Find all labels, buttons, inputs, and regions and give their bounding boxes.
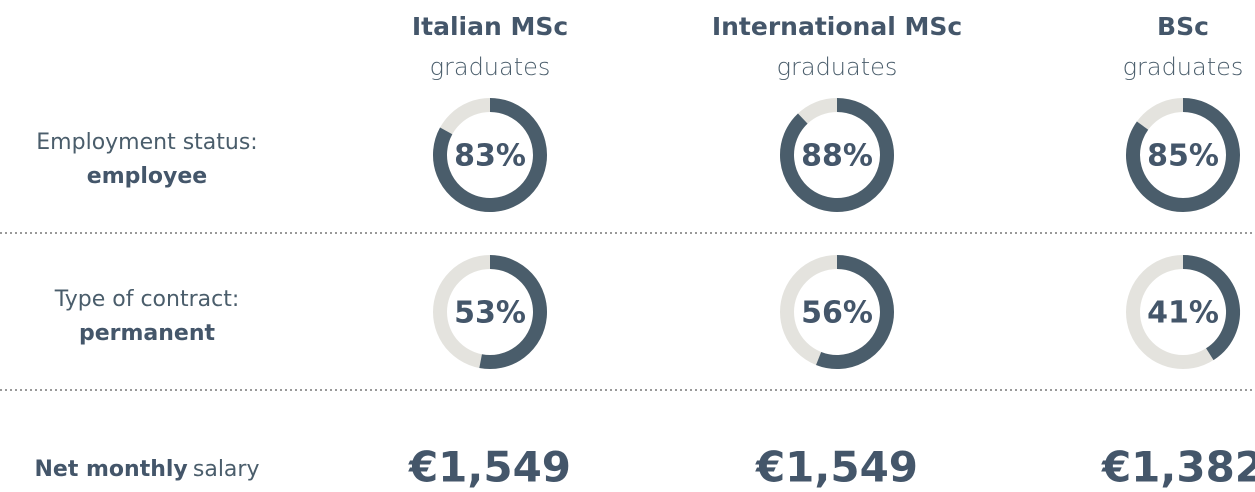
donut-label: 88% bbox=[801, 139, 873, 174]
salary-label-bold: Net monthly bbox=[35, 457, 188, 482]
donut-arc bbox=[479, 255, 547, 369]
row-label-bold: permanent bbox=[79, 321, 216, 346]
donut-label: 53% bbox=[454, 296, 526, 331]
donut-arc bbox=[433, 98, 547, 212]
column-subtitle: graduates bbox=[1123, 53, 1244, 81]
donut-arc bbox=[1182, 255, 1240, 361]
salary-label: Net monthly salary bbox=[35, 457, 260, 482]
donut-label: 85% bbox=[1147, 139, 1219, 174]
salary-value: €1,549 bbox=[408, 443, 571, 492]
donut-label: 83% bbox=[454, 139, 526, 174]
donut-label: 41% bbox=[1147, 296, 1219, 331]
row-label: Type of contract: bbox=[54, 287, 240, 312]
row-label-bold: employee bbox=[87, 164, 207, 189]
column-title: BSc bbox=[1157, 12, 1209, 41]
salary-value: €1,549 bbox=[755, 443, 918, 492]
donut-label: 56% bbox=[801, 296, 873, 331]
column-title: Italian MSc bbox=[412, 12, 568, 41]
salary-value: €1,382 bbox=[1101, 443, 1255, 492]
column-subtitle: graduates bbox=[777, 53, 898, 81]
donut-arc bbox=[780, 98, 894, 212]
donut-arc bbox=[1126, 98, 1240, 212]
column-subtitle: graduates bbox=[430, 53, 551, 81]
column-title: International MSc bbox=[712, 12, 962, 41]
donut-arc bbox=[816, 255, 894, 369]
row-label: Employment status: bbox=[36, 130, 257, 155]
salary-label-text: salary bbox=[193, 457, 260, 482]
